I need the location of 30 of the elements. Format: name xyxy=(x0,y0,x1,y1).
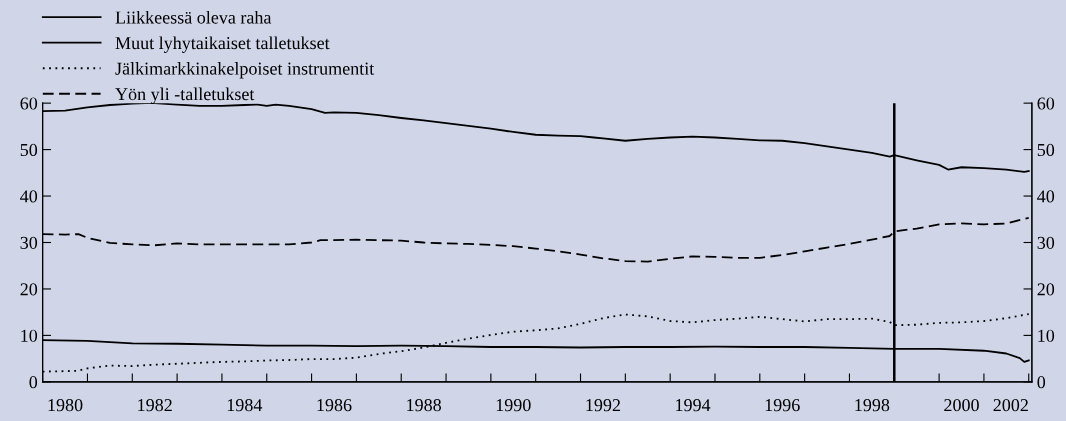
y-tick-label: 0 xyxy=(29,376,38,389)
y-tick-label: 50 xyxy=(20,143,38,157)
x-tick-label: 1988 xyxy=(407,399,441,412)
y-tick-label: 10 xyxy=(21,329,38,342)
x-tick-label: 1990 xyxy=(496,399,531,412)
x-tick-label: 1998 xyxy=(855,399,890,412)
y-tick-label: 40 xyxy=(20,190,38,203)
y-tick-label: 20 xyxy=(20,283,38,296)
x-tick-label: 1980 xyxy=(48,399,83,412)
x-tick-label: 1994 xyxy=(676,399,711,412)
x-tick-label: 1982 xyxy=(138,399,172,412)
y2-tick-label: 40 xyxy=(1037,190,1055,203)
y2-tick-label: 50 xyxy=(1037,143,1055,157)
legend-label: Liikkeessä oleva raha xyxy=(115,10,272,24)
y2-tick-label: 10 xyxy=(1038,329,1055,342)
y-tick-label: 30 xyxy=(20,236,38,249)
x-tick-label: 1986 xyxy=(317,399,352,412)
y2-tick-label: 20 xyxy=(1037,283,1055,296)
x-tick-label: 2002 xyxy=(993,399,1028,412)
legend-label: Jälkimarkkinakelpoiset instrumentit xyxy=(115,62,375,79)
legend-label: Muut lyhytaikaiset talletukset xyxy=(115,36,330,53)
legend-label: Yön yli -talletukset xyxy=(115,87,255,104)
y2-tick-label: 0 xyxy=(1037,376,1046,389)
y-tick-label: 60 xyxy=(20,97,38,110)
x-tick-label: 2000 xyxy=(944,399,979,412)
y2-tick-label: 60 xyxy=(1037,97,1055,110)
x-tick-label: 1984 xyxy=(227,399,263,412)
y2-tick-label: 30 xyxy=(1037,236,1055,249)
x-tick-label: 1992 xyxy=(586,399,620,412)
x-tick-label: 1996 xyxy=(765,399,800,412)
